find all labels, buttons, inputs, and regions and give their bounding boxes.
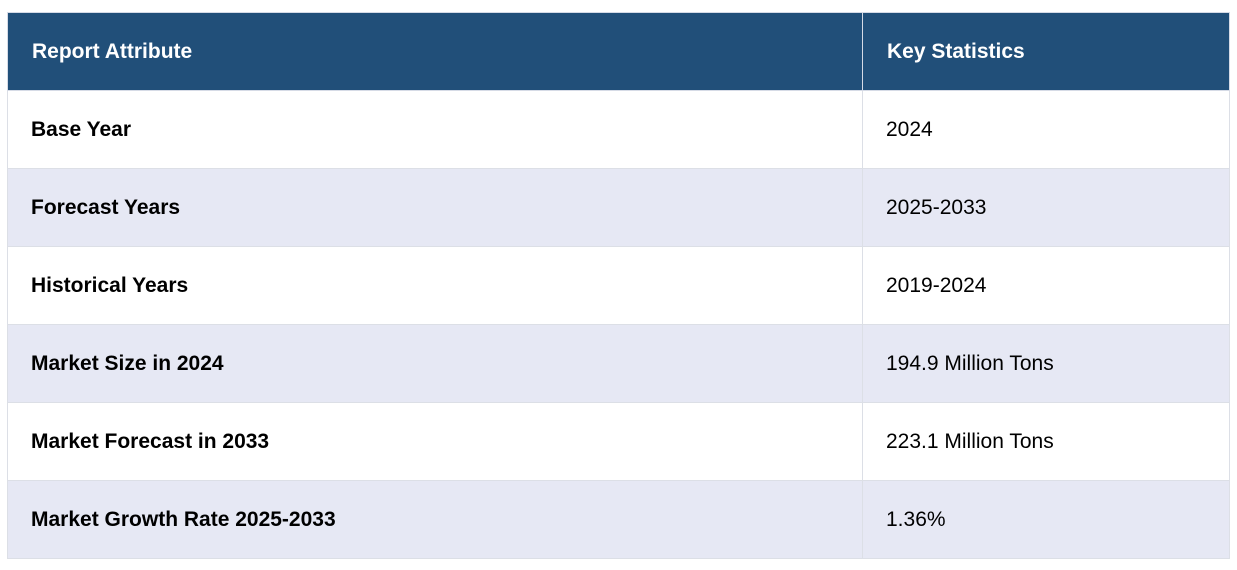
table-row: Base Year 2024 [7, 90, 1230, 169]
report-statistics-table: Report Attribute Key Statistics Base Yea… [7, 12, 1230, 559]
table-row: Forecast Years 2025-2033 [7, 168, 1230, 247]
row-value: 2024 [862, 90, 1230, 169]
row-attribute: Market Size in 2024 [7, 324, 863, 403]
row-value: 2019-2024 [862, 246, 1230, 325]
row-attribute: Base Year [7, 90, 863, 169]
table-row: Market Forecast in 2033 223.1 Million To… [7, 402, 1230, 481]
row-attribute: Market Growth Rate 2025-2033 [7, 480, 863, 559]
table-row: Market Growth Rate 2025-2033 1.36% [7, 480, 1230, 559]
row-value: 2025-2033 [862, 168, 1230, 247]
row-attribute: Market Forecast in 2033 [7, 402, 863, 481]
header-report-attribute: Report Attribute [7, 12, 863, 91]
row-value: 1.36% [862, 480, 1230, 559]
row-attribute: Historical Years [7, 246, 863, 325]
table-row: Market Size in 2024 194.9 Million Tons [7, 324, 1230, 403]
row-value: 194.9 Million Tons [862, 324, 1230, 403]
row-attribute: Forecast Years [7, 168, 863, 247]
header-key-statistics: Key Statistics [862, 12, 1230, 91]
table-row: Historical Years 2019-2024 [7, 246, 1230, 325]
row-value: 223.1 Million Tons [862, 402, 1230, 481]
table-header-row: Report Attribute Key Statistics [7, 12, 1230, 91]
